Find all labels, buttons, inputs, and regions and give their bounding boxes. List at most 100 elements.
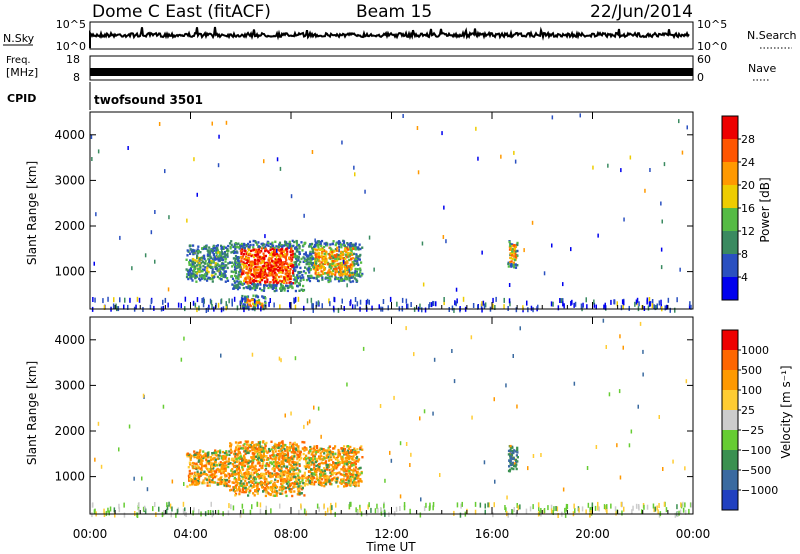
- data-cell: [223, 251, 226, 254]
- data-cell: [233, 452, 236, 456]
- ground-scatter-cell: [154, 502, 156, 507]
- data-cell: [349, 263, 352, 266]
- data-cell: [289, 467, 292, 470]
- ground-scatter-cell: [654, 506, 657, 512]
- data-cell: [262, 440, 265, 443]
- sparse-cell: [217, 163, 220, 168]
- ground-scatter-cell: [538, 510, 541, 516]
- data-cell: [344, 267, 347, 270]
- data-cell: [274, 478, 277, 481]
- data-cell: [297, 448, 300, 451]
- data-cell: [200, 473, 203, 476]
- data-cell: [238, 490, 241, 493]
- data-cell: [198, 459, 201, 462]
- cpid-value: twofsound 3501: [94, 93, 203, 107]
- data-cell: [248, 240, 252, 243]
- data-cell: [320, 469, 323, 472]
- data-cell: [347, 268, 350, 272]
- data-cell: [324, 255, 327, 258]
- ground-scatter-cell: [108, 510, 110, 516]
- data-cell: [260, 266, 263, 270]
- data-cell: [206, 269, 209, 272]
- ground-scatter-cell: [239, 512, 241, 518]
- data-cell: [203, 268, 206, 272]
- data-cell: [341, 253, 344, 257]
- data-cell: [332, 261, 335, 265]
- data-cell: [351, 271, 354, 275]
- data-cell: [304, 482, 307, 485]
- ground-scatter-cell: [590, 510, 592, 516]
- data-cell: [262, 264, 266, 268]
- data-cell: [312, 472, 315, 475]
- data-cell: [349, 242, 352, 245]
- data-cell: [187, 474, 190, 478]
- data-cell: [273, 250, 276, 253]
- data-cell: [230, 443, 233, 446]
- data-cell: [261, 277, 264, 280]
- ground-scatter-cell: [649, 301, 651, 306]
- sparse-cell: [127, 146, 129, 150]
- data-cell: [323, 245, 326, 249]
- data-cell: [221, 258, 224, 262]
- data-cell: [239, 455, 243, 458]
- data-cell: [194, 477, 197, 480]
- data-cell: [284, 272, 287, 275]
- data-cell: [353, 450, 356, 454]
- data-cell: [314, 256, 317, 259]
- data-cell: [237, 474, 240, 477]
- data-cell: [303, 259, 307, 263]
- data-cell: [293, 468, 296, 472]
- ground-scatter-cell: [107, 296, 109, 302]
- data-cell: [234, 473, 237, 476]
- data-cell: [513, 250, 516, 253]
- data-cell: [273, 270, 276, 273]
- data-cell: [291, 272, 295, 275]
- ground-scatter-cell: [643, 504, 645, 510]
- ground-scatter-cell: [389, 296, 392, 302]
- ground-scatter-cell: [269, 298, 271, 303]
- data-cell: [335, 481, 338, 484]
- sparse-cell: [154, 210, 156, 214]
- data-cell: [322, 462, 325, 465]
- data-cell: [264, 297, 267, 300]
- data-cell: [241, 305, 245, 308]
- data-cell: [511, 247, 514, 251]
- sparse-cell: [154, 259, 156, 264]
- data-cell: [280, 289, 283, 292]
- data-cell: [272, 483, 275, 486]
- data-cell: [212, 252, 215, 256]
- data-cell: [292, 470, 295, 473]
- data-cell: [238, 492, 241, 496]
- data-cell: [244, 299, 247, 302]
- data-cell: [288, 275, 291, 279]
- data-cell: [356, 279, 359, 283]
- sparse-cell: [512, 354, 514, 358]
- ground-scatter-cell: [270, 508, 272, 514]
- data-cell: [255, 469, 258, 472]
- data-cell: [221, 462, 224, 465]
- data-cell: [214, 265, 217, 269]
- colorbar-swatch: [722, 116, 738, 140]
- data-cell: [233, 476, 236, 480]
- data-cell: [309, 250, 312, 254]
- data-cell: [334, 260, 337, 263]
- data-cell: [302, 476, 305, 480]
- data-cell: [201, 270, 204, 273]
- data-cell: [343, 448, 347, 451]
- ground-scatter-cell: [231, 298, 233, 304]
- data-cell: [332, 465, 335, 469]
- data-cell: [255, 458, 259, 462]
- data-cell: [304, 241, 307, 245]
- data-cell: [212, 259, 215, 262]
- sparse-cell: [623, 217, 625, 222]
- data-cell: [279, 476, 282, 480]
- data-cell: [512, 261, 515, 264]
- data-cell: [209, 456, 212, 459]
- data-cell: [298, 246, 301, 249]
- data-cell: [256, 487, 259, 490]
- data-cell: [188, 261, 191, 264]
- data-cell: [291, 282, 295, 285]
- data-cell: [241, 447, 244, 450]
- data-cell: [195, 462, 198, 465]
- data-cell: [248, 486, 251, 489]
